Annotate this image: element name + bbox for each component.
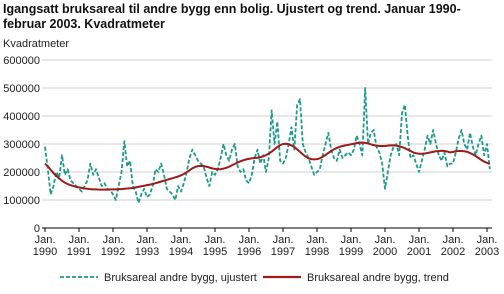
x-tick-label: Jan. 1991	[67, 234, 91, 258]
x-tick-label: Jan. 1994	[169, 234, 193, 258]
y-tick-label: 500000	[3, 83, 40, 95]
x-tick-label: Jan. 1996	[237, 234, 261, 258]
line-series	[44, 87, 491, 204]
y-tick-label: 100000	[3, 195, 40, 207]
x-tick-label: Jan. 1992	[101, 234, 125, 258]
line-series	[44, 141, 491, 191]
x-tick-label: Jan. 2000	[373, 234, 397, 258]
x-tick-label: Jan. 1999	[339, 234, 363, 258]
x-tick-label: Jan. 2002	[441, 234, 465, 258]
legend-label: Bruksareal andre bygg, trend	[307, 272, 449, 284]
y-tick-label: 0	[34, 223, 40, 235]
x-tick-label: Jan. 1990	[33, 234, 57, 258]
y-axis-label: Kvadratmeter	[3, 38, 69, 50]
x-tick-label: Jan. 2003	[475, 234, 499, 258]
x-tick-label: Jan. 1997	[271, 234, 295, 258]
x-tick-label: Jan. 1998	[305, 234, 329, 258]
x-tick-label: Jan. 1993	[135, 234, 159, 258]
y-tick-label: 300000	[3, 139, 40, 151]
x-tick-label: Jan. 1995	[203, 234, 227, 258]
chart-title: Igangsatt bruksareal til andre bygg enn …	[3, 2, 461, 31]
y-tick-label: 200000	[3, 167, 40, 179]
y-tick-label: 400000	[3, 111, 40, 123]
legend-label: Bruksareal andre bygg, ujustert	[104, 272, 257, 284]
x-tick-label: Jan. 2001	[407, 234, 431, 258]
y-tick-label: 600000	[3, 55, 40, 67]
